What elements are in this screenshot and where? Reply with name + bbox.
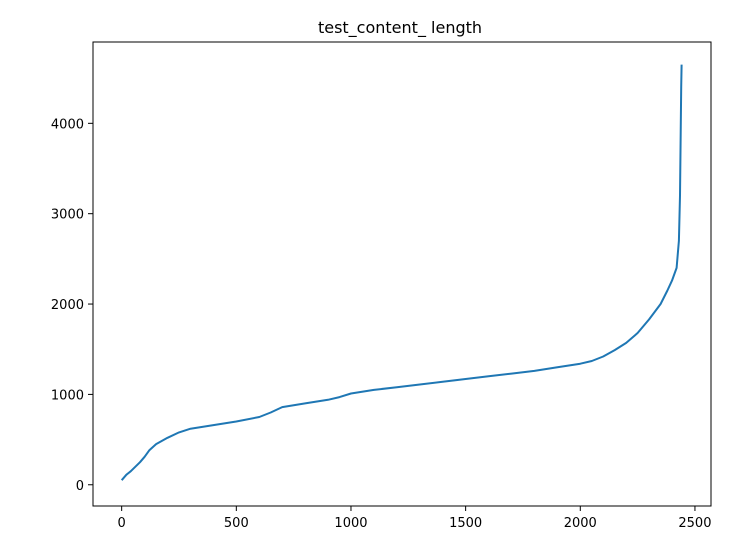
y-tick-label: 1000 — [51, 388, 84, 403]
y-tick-label: 4000 — [51, 117, 84, 132]
y-tick-label: 0 — [76, 479, 84, 494]
plot-area — [120, 64, 683, 481]
x-tick-label: 1000 — [334, 516, 367, 531]
series-line-0 — [120, 64, 683, 481]
y-tick-label: 2000 — [51, 298, 84, 313]
axes-frame — [92, 41, 712, 507]
x-tick-label: 2000 — [564, 516, 597, 531]
chart-title: test_content_ length — [318, 18, 482, 38]
y-axis: 0 1000 2000 3000 4000 — [51, 117, 93, 494]
y-tick-label: 3000 — [51, 208, 84, 223]
x-tick-label: 0 — [118, 516, 126, 531]
x-tick-label: 1500 — [449, 516, 482, 531]
x-tick-label: 2500 — [678, 516, 711, 531]
x-tick-label: 500 — [224, 516, 249, 531]
x-axis: 0 500 1000 1500 2000 2500 — [118, 506, 711, 531]
